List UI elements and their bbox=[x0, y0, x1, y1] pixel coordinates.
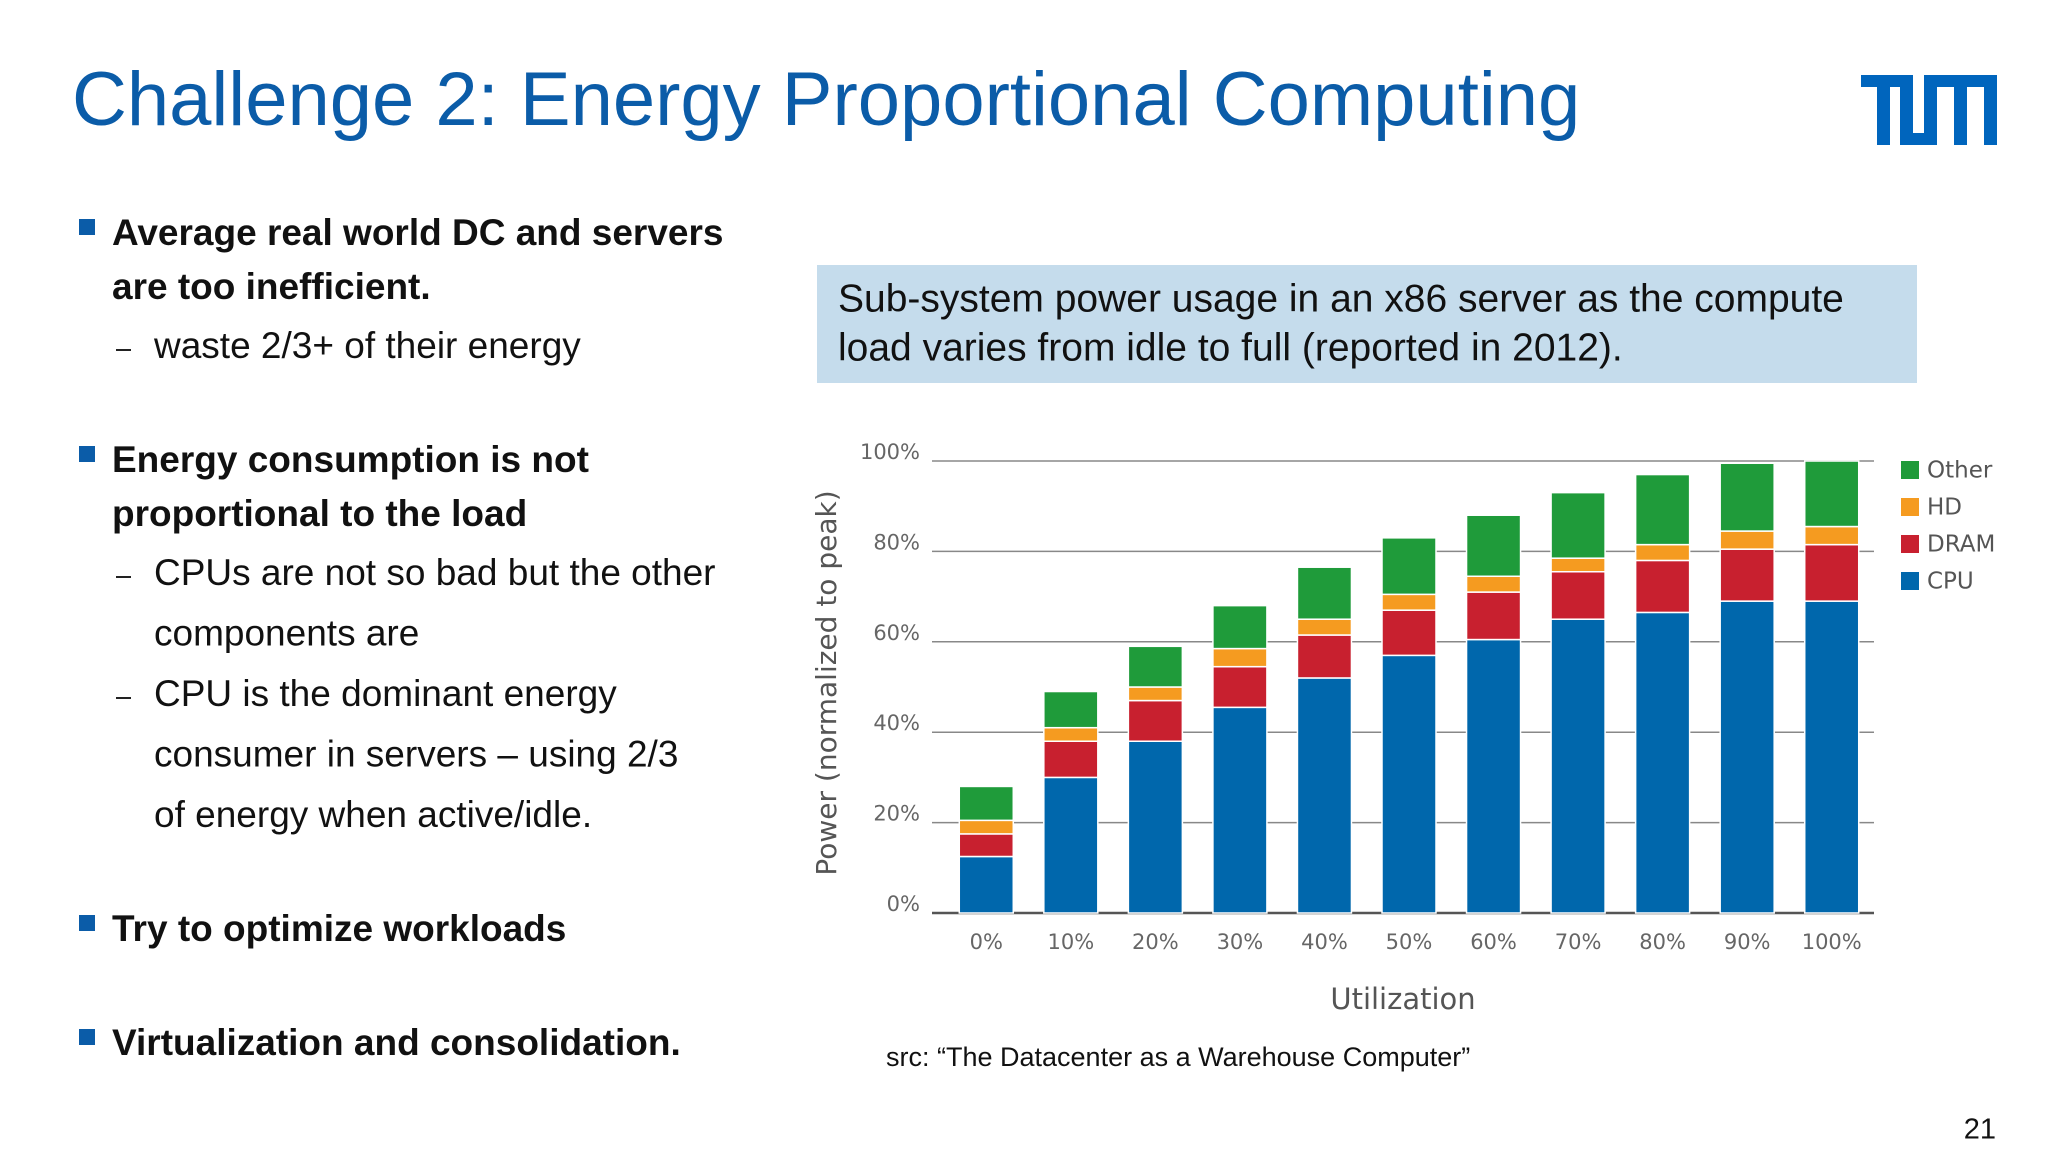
bar-segment bbox=[1634, 559, 1691, 614]
bar-segment bbox=[1719, 548, 1775, 602]
legend-label: CPU bbox=[1927, 569, 1974, 595]
bar-segment bbox=[1127, 740, 1184, 914]
x-tick-label: 70% bbox=[1555, 930, 1602, 954]
y-axis-label: Power (normalized to peak) bbox=[810, 490, 843, 875]
y-tick-label: 80% bbox=[873, 530, 920, 554]
bar-segment bbox=[1550, 618, 1606, 914]
bar-segment bbox=[1043, 726, 1099, 742]
bar-segment bbox=[1550, 491, 1606, 559]
x-tick-label: 40% bbox=[1301, 930, 1348, 954]
sub-bullet-text: CPUs are not so bad but the other bbox=[154, 552, 716, 593]
bullet-text: Average real world DC and servers bbox=[112, 212, 723, 253]
bar-segment bbox=[1212, 604, 1268, 650]
bar-segment bbox=[1043, 740, 1099, 779]
bar-segment bbox=[1296, 566, 1353, 620]
tum-logo bbox=[1861, 75, 1997, 145]
bar-segment bbox=[1043, 776, 1099, 914]
legend-swatch bbox=[1901, 572, 1919, 590]
x-tick-label: 90% bbox=[1724, 930, 1771, 954]
x-tick-label: 0% bbox=[970, 930, 1003, 954]
sub-bullet-text: of energy when active/idle. bbox=[154, 794, 592, 835]
bullet-marker bbox=[79, 219, 95, 235]
source-note: src: “The Datacenter as a Warehouse Comp… bbox=[886, 1042, 1470, 1072]
bar-segment bbox=[1550, 557, 1606, 573]
bar-segment bbox=[1634, 611, 1691, 914]
x-axis-label: Utilization bbox=[1330, 982, 1475, 1016]
y-tick-label: 60% bbox=[873, 621, 920, 645]
x-tick-label: 20% bbox=[1132, 930, 1179, 954]
bar-segment bbox=[1381, 654, 1437, 914]
legend-swatch bbox=[1901, 535, 1919, 553]
bar-segment bbox=[1803, 525, 1860, 546]
bar-segment bbox=[1719, 462, 1775, 532]
y-tick-label: 40% bbox=[873, 711, 920, 735]
bar-segment bbox=[1296, 634, 1353, 679]
caption-text: Sub-system power usage in an x86 server … bbox=[838, 277, 1844, 320]
caption-box bbox=[817, 265, 1917, 383]
legend-label: Other bbox=[1927, 458, 1993, 484]
bar-segment bbox=[1296, 677, 1353, 914]
sub-bullet-text: CPU is the dominant energy bbox=[154, 673, 617, 714]
bullet-marker bbox=[79, 915, 95, 931]
bar-segment bbox=[1550, 570, 1606, 620]
sub-bullet-text: components are bbox=[154, 612, 419, 653]
bar-segment bbox=[1803, 600, 1860, 914]
bullet-text: are too inefficient. bbox=[112, 266, 431, 307]
legend-label: DRAM bbox=[1927, 532, 1995, 558]
x-tick-label: 60% bbox=[1470, 930, 1517, 954]
bar-segment bbox=[1465, 591, 1522, 641]
y-tick-label: 100% bbox=[860, 440, 920, 464]
bar-segment bbox=[1296, 618, 1353, 636]
x-tick-label: 10% bbox=[1047, 930, 1094, 954]
legend-label: HD bbox=[1927, 495, 1962, 521]
bar-segment bbox=[1381, 593, 1437, 611]
x-tick-label: 100% bbox=[1802, 930, 1862, 954]
bar-segment bbox=[1803, 543, 1860, 602]
bar-segment bbox=[1719, 600, 1775, 914]
bar-segment bbox=[1127, 645, 1184, 688]
sub-bullet-text: consumer in servers – using 2/3 bbox=[154, 733, 678, 774]
bar-segment bbox=[1465, 575, 1522, 593]
x-tick-label: 80% bbox=[1639, 930, 1686, 954]
bar-segment bbox=[1634, 543, 1691, 562]
y-tick-label: 0% bbox=[887, 892, 920, 916]
legend-swatch bbox=[1901, 461, 1919, 479]
bar-segment bbox=[1719, 530, 1775, 550]
bar-segment bbox=[1803, 460, 1860, 528]
bar-segment bbox=[958, 833, 1015, 858]
bar-segment bbox=[1465, 638, 1522, 914]
bar-segment bbox=[958, 785, 1015, 822]
bullet-text: Energy consumption is not bbox=[112, 439, 589, 480]
bar-segment bbox=[1381, 609, 1437, 657]
bullet-marker bbox=[79, 1029, 95, 1045]
bar-segment bbox=[1212, 647, 1268, 668]
bar-segment bbox=[1212, 706, 1268, 914]
sub-bullet-text: waste 2/3+ of their energy bbox=[153, 325, 581, 366]
bar-segment bbox=[1127, 699, 1184, 742]
y-tick-label: 20% bbox=[873, 802, 920, 826]
bar-segment bbox=[958, 855, 1015, 914]
slide-title: Challenge 2: Energy Proportional Computi… bbox=[72, 57, 1580, 142]
bullet-marker bbox=[79, 446, 95, 462]
caption-text: load varies from idle to full (reported … bbox=[838, 326, 1623, 369]
x-tick-label: 50% bbox=[1386, 930, 1433, 954]
x-tick-label: 30% bbox=[1217, 930, 1264, 954]
bar-segment bbox=[1634, 473, 1691, 546]
bar-segment bbox=[1465, 514, 1522, 578]
bullet-text: Try to optimize workloads bbox=[112, 908, 566, 949]
page-number: 21 bbox=[1964, 1114, 1996, 1146]
legend-swatch bbox=[1901, 498, 1919, 516]
bar-segment bbox=[1212, 665, 1268, 709]
bar-segment bbox=[1043, 690, 1099, 729]
bar-segment bbox=[1381, 537, 1437, 596]
bullet-text: Virtualization and consolidation. bbox=[112, 1022, 681, 1063]
bar-segment bbox=[958, 819, 1015, 835]
bar-segment bbox=[1127, 686, 1184, 702]
bullet-text: proportional to the load bbox=[112, 493, 527, 534]
